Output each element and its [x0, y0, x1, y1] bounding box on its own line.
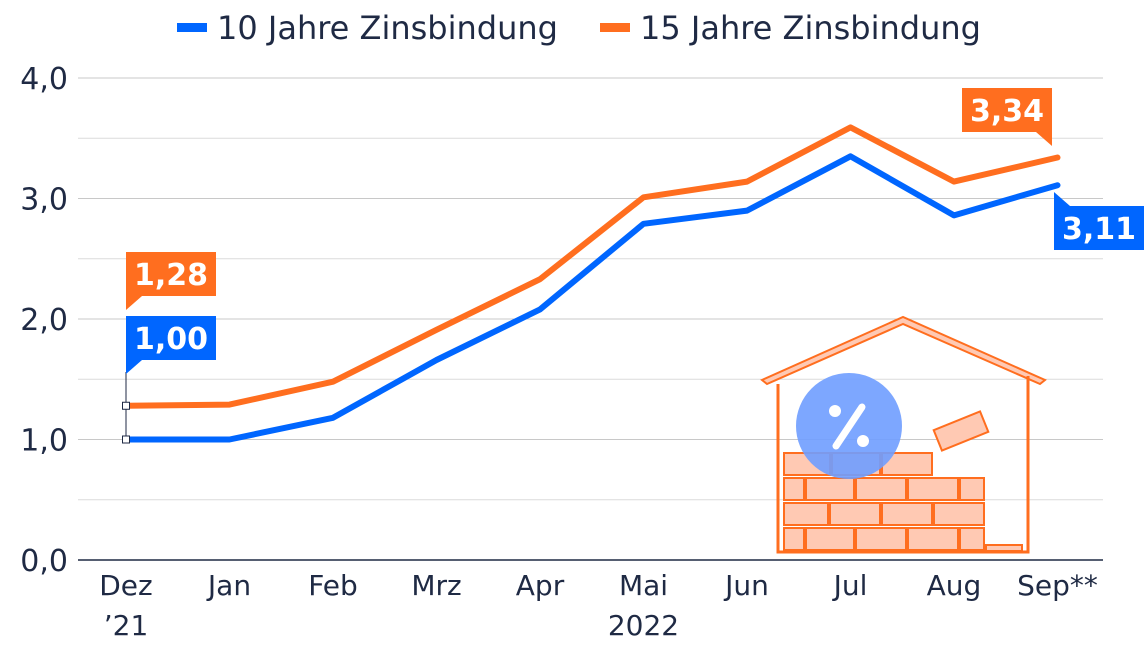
data-label-callout: 3,11 [1054, 192, 1144, 250]
series-lines [123, 124, 1061, 443]
x-tick-label: Jan [206, 569, 251, 602]
y-tick-label: 4,0 [20, 62, 68, 97]
legend: 10 Jahre Zinsbindung 15 Jahre Zinsbindun… [177, 9, 981, 47]
x-tick-label: Apr [516, 569, 565, 602]
data-label-text: 3,34 [970, 94, 1044, 129]
legend-swatch-15-jahre [600, 23, 630, 32]
legend-label-15-jahre: 15 Jahre Zinsbindung [640, 9, 981, 47]
data-label-tail [1054, 192, 1070, 206]
x-tick-sublabel: ’21 [104, 609, 149, 642]
data-label-tail [126, 360, 142, 374]
selection-handle [122, 401, 130, 410]
data-label-callout: 3,34 [962, 88, 1052, 146]
data-label-box [962, 88, 1052, 132]
x-tick-sublabel: 2022 [608, 609, 679, 642]
data-label-box [1054, 206, 1144, 250]
x-tick-label: Mai [619, 569, 668, 602]
data-label-callout: 1,00 [126, 316, 216, 374]
x-axis-ticks: Dez Jan Feb Mrz Apr Mai Jun Jul Aug Sep** ’21 2022 [99, 569, 1098, 642]
data-labels: 1,28 1,00 3,34 3,11 [122, 88, 1144, 444]
series-line-10-jahre [123, 153, 1061, 443]
data-label-tail [126, 296, 142, 310]
series-line-15-jahre [123, 124, 1061, 409]
y-tick-label: 0,0 [20, 544, 68, 579]
legend-item-10-jahre: 10 Jahre Zinsbindung [177, 9, 558, 47]
legend-item-15-jahre: 15 Jahre Zinsbindung [600, 9, 981, 47]
selection-handle [122, 435, 130, 444]
y-axis-ticks: 0,0 1,0 2,0 3,0 4,0 [20, 62, 68, 579]
x-tick-label: Aug [927, 569, 982, 602]
x-tick-label: Feb [308, 569, 358, 602]
data-label-tail [1036, 132, 1052, 146]
y-tick-label: 2,0 [20, 303, 68, 338]
gridlines [78, 77, 1103, 561]
data-label-callout: 1,28 [126, 252, 216, 310]
x-tick-label: Sep** [1017, 569, 1098, 602]
data-label-text: 3,11 [1062, 212, 1136, 247]
data-label-text: 1,00 [134, 322, 208, 357]
y-tick-label: 1,0 [20, 424, 68, 459]
house-with-bricks-and-percent-icon [760, 315, 1047, 554]
data-label-text: 1,28 [134, 258, 208, 293]
x-tick-label: Mrz [411, 569, 461, 602]
y-tick-label: 3,0 [20, 183, 68, 218]
x-tick-label: Jun [723, 569, 769, 602]
legend-swatch-10-jahre [177, 23, 207, 32]
data-label-box [126, 316, 216, 360]
x-tick-label: Jul [832, 569, 868, 602]
x-tick-label: Dez [99, 569, 152, 602]
data-label-box [126, 252, 216, 296]
legend-label-10-jahre: 10 Jahre Zinsbindung [217, 9, 558, 47]
